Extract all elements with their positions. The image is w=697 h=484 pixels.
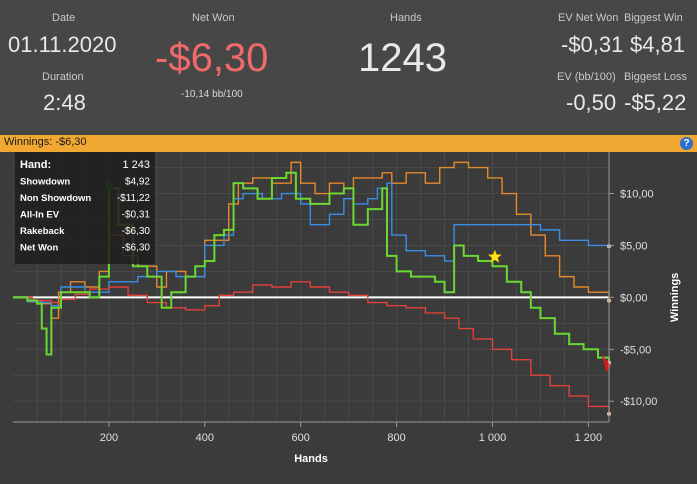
biggest-win-label: Biggest Win [624,12,683,24]
hands-label: Hands [390,12,422,24]
tooltip-row-label: Hand: [20,159,51,171]
winnings-graph: 200 400 600 800 1 000 1 200 $10,00 $5,00 $0,00 -$… [13,152,681,465]
tooltip-row-label: Net Won [20,243,59,254]
tooltip-row-label: Rakeback [20,226,65,237]
y-tick-label: $5,00 [620,240,648,252]
x-tick-label: 1 000 [479,432,507,444]
y-tick-label: -$10,00 [620,396,657,408]
biggest-loss-label: Biggest Loss [624,71,687,83]
hand-tooltip: Hand: 1 243 Showdown $4,92 Non Showdown -$11,… [15,152,155,264]
x-tick-label: 800 [387,432,405,444]
tooltip-row-value: 1 243 [122,159,150,171]
series-line-net-won [13,171,610,363]
biggest-loss-value: -$5,22 [624,90,687,115]
x-axis-label: Hands [294,453,328,465]
tooltip-row-value: $4,92 [125,177,150,188]
tooltip-row-label: Showdown [20,177,70,188]
y-tick-label: $10,00 [620,189,654,201]
hands-value: 1243 [358,36,447,80]
y-tick-label: $0,00 [620,292,648,304]
ev-net-won-value: -$0,31 [561,32,624,57]
x-tick-label: 1 200 [575,432,603,444]
y-axis-label: Winnings [669,273,681,322]
x-tick-label: 200 [100,432,118,444]
winnings-chart: 200 400 600 800 1 000 1 200 $10,00 $5,00 $0,00 -$… [0,152,697,479]
duration-label: Duration [42,71,84,83]
series-line-showdown [13,182,610,307]
ev-bb-value: -0,50 [566,90,617,115]
ev-bb-label: EV (bb/100) [557,71,616,83]
net-won-label: Net Won [192,12,235,24]
tooltip-row-label: All-In EV [20,210,60,221]
tooltip-row-value: -$11,22 [117,193,151,204]
net-won-value: -$6,30 [155,36,269,80]
tooltip-background [15,152,155,264]
duration-value: 2:48 [43,90,86,115]
date-value: 01.11.2020 [8,32,117,57]
tooltip-row-label: Non Showdown [20,193,91,204]
winnings-bar-text: Winnings: -$6,30 [4,136,87,148]
tooltip-row-value: -$6,30 [122,226,151,237]
session-summary: Date 01.11.2020 Duration 2:48 Net Won -$… [0,0,697,135]
ev-net-won-label: EV Net Won [558,12,619,24]
winnings-header-bar: Winnings: -$6,30 ? [0,135,697,152]
tooltip-row-value: -$6,30 [122,243,151,254]
help-icon[interactable]: ? [680,137,693,150]
x-tick-label: 400 [196,432,214,444]
tooltip-row-value: -$0,31 [122,210,151,221]
y-tick-label: -$5,00 [620,344,651,356]
series-line-non-showdown [13,281,610,414]
star-marker-icon[interactable] [487,249,503,264]
x-tick-label: 600 [292,432,310,444]
date-label: Date [52,12,76,24]
net-won-bb: -10,14 bb/100 [181,89,243,100]
biggest-win-value: $4,81 [630,32,686,57]
